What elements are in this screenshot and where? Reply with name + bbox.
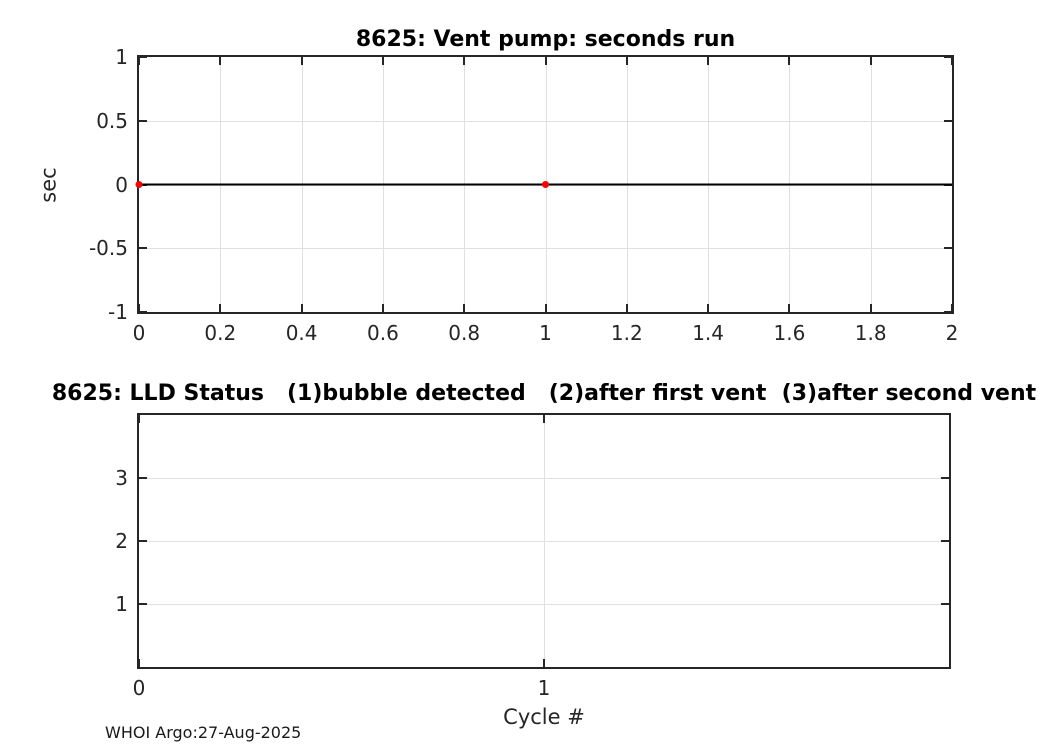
x-tick-mark-top: [463, 57, 466, 65]
x-tick-mark-top: [543, 415, 545, 423]
y-gridline: [139, 248, 952, 250]
x-tick-mark-top: [138, 415, 140, 423]
x-tick-label: 1: [539, 321, 552, 345]
x-tick-mark: [300, 304, 303, 312]
y-tick-mark: [139, 56, 147, 58]
y-tick-label: 0.5: [96, 108, 128, 133]
x-tick-mark-top: [544, 57, 547, 65]
y-tick-label: -1: [108, 300, 128, 324]
vent-pump-seconds-plot: 8625: Vent pump: seconds run sec 0 0.2 0.4…: [37, 27, 958, 345]
y-gridline: [139, 604, 949, 605]
x-tick-mark-top: [300, 57, 303, 65]
y-tick-mark-right: [944, 311, 952, 313]
y-tick-mark-right: [944, 247, 952, 250]
x-tick-mark: [219, 304, 222, 312]
y-tick-mark-right: [944, 56, 952, 58]
x-tick-mark: [625, 304, 628, 312]
y-tick-label: 2: [115, 529, 128, 553]
x-tick-mark: [543, 659, 545, 667]
y-tick-mark: [139, 247, 147, 250]
lld-status-plot-title: 8625: LLD Status (1)bubble detected (2)a…: [51, 381, 1037, 406]
x-axis-label-cycle: Cycle #: [503, 705, 585, 729]
x-tick-label: 0: [132, 321, 146, 345]
y-tick-label: 1: [115, 592, 128, 616]
x-tick-mark-top: [219, 57, 222, 65]
y-tick-mark: [139, 540, 147, 542]
x-tick-mark: [138, 659, 140, 667]
y-gridline: [139, 120, 952, 122]
data-point-marker: [542, 181, 549, 188]
x-tick-mark-top: [869, 57, 872, 65]
x-tick-mark: [463, 304, 466, 312]
y-tick-mark-right: [941, 540, 949, 542]
x-tick-mark-top: [707, 57, 710, 65]
y-gridline: [139, 541, 949, 542]
y-axis-label-sec: sec: [36, 166, 61, 203]
y-tick-label: 1: [115, 45, 128, 69]
y-tick-mark: [139, 603, 147, 605]
x-tick-mark: [707, 304, 710, 312]
x-tick-mark-top: [381, 57, 384, 65]
y-tick-mark-right: [941, 477, 949, 479]
data-point-marker: [135, 181, 143, 188]
x-tick-mark-top: [625, 57, 628, 65]
series-layer: [135, 181, 952, 188]
x-tick-mark: [951, 304, 953, 312]
x-tick-label: 2: [945, 321, 959, 345]
x-tick-label: 0.6: [366, 321, 399, 345]
x-tick-label: 1.2: [610, 321, 643, 345]
x-tick-label: 0.8: [448, 321, 481, 345]
x-tick-label: 0: [132, 676, 146, 700]
x-tick-label: 0.4: [285, 321, 318, 345]
y-tick-mark-right: [944, 119, 952, 122]
whoi-argo-datestamp: WHOI Argo:27-Aug-2025: [105, 723, 302, 742]
x-tick-label: 1.6: [773, 321, 806, 345]
x-tick-mark: [788, 304, 791, 312]
x-tick-mark-top: [788, 57, 791, 65]
y-tick-label: -0.5: [88, 236, 128, 261]
y-tick-mark: [139, 119, 147, 122]
y-axis-label-wrap: sec: [29, 57, 69, 312]
x-tick-mark: [869, 304, 872, 312]
x-tick-mark: [381, 304, 384, 312]
x-tick-label: 0.2: [204, 321, 237, 345]
y-tick-mark-right: [941, 603, 949, 605]
y-tick-mark: [139, 477, 147, 479]
y-gridline: [139, 478, 949, 479]
lld-status-plot: 8625: LLD Status (1)bubble detected (2)a…: [52, 381, 1036, 729]
vent-pump-plot-title: 8625: Vent pump: seconds run: [355, 27, 736, 52]
x-tick-mark: [138, 304, 140, 312]
x-tick-mark-top: [138, 57, 140, 65]
x-tick-label: 1.4: [692, 321, 724, 345]
x-tick-label: 1: [537, 676, 551, 700]
x-tick-mark-top: [951, 57, 953, 65]
y-tick-mark: [139, 311, 147, 313]
y-tick-label: 3: [115, 466, 128, 490]
x-tick-mark: [544, 304, 547, 312]
y-tick-label: 0: [115, 172, 128, 197]
x-tick-label: 1.8: [854, 321, 887, 345]
